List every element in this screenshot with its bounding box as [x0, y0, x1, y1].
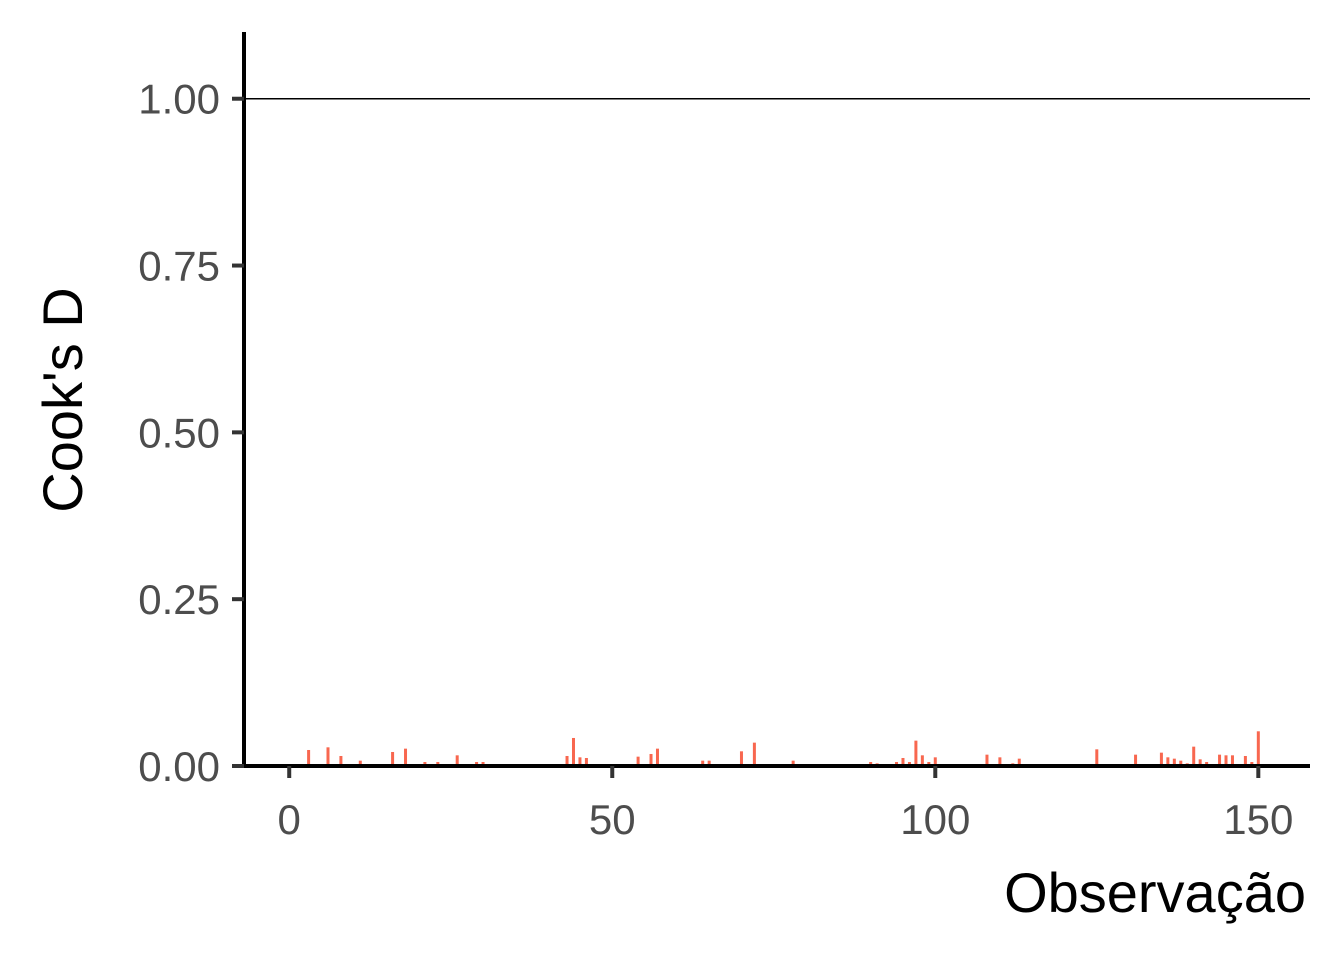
bar-obs-100 [933, 757, 937, 766]
bar-obs-136 [1166, 757, 1170, 766]
bars-layer [294, 731, 1260, 766]
y-tick-label: 0.75 [138, 243, 220, 290]
bar-obs-8 [339, 755, 343, 766]
y-tick-label: 0.50 [138, 409, 220, 456]
bar-obs-44 [571, 737, 575, 766]
bar-obs-16 [391, 751, 395, 766]
x-tick-label: 0 [278, 796, 301, 843]
bar-obs-57 [655, 748, 659, 766]
bar-obs-97 [914, 740, 918, 766]
bar-obs-18 [404, 748, 408, 766]
bar-obs-137 [1172, 758, 1176, 766]
bar-obs-113 [1017, 758, 1021, 766]
y-tick-label: 1.00 [138, 76, 220, 123]
y-axis-title: Cook's D [31, 287, 94, 512]
y-axis-ticks: 0.00 0.25 0.50 0.75 1.00 [138, 76, 244, 790]
bar-obs-64 [701, 760, 705, 766]
bar-obs-11 [358, 760, 362, 766]
bar-obs-108 [985, 754, 989, 766]
bar-obs-72 [752, 742, 756, 766]
bar-obs-144 [1218, 754, 1222, 766]
bar-obs-145 [1224, 755, 1228, 766]
bar-obs-56 [649, 753, 653, 766]
bar-obs-3 [307, 749, 311, 766]
bar-obs-6 [326, 747, 330, 766]
y-tick-label: 0.25 [138, 576, 220, 623]
bar-obs-125 [1095, 749, 1099, 766]
bar-obs-26 [455, 755, 459, 766]
bar-obs-54 [636, 756, 640, 766]
bar-obs-148 [1243, 755, 1247, 766]
bar-obs-78 [791, 760, 795, 766]
bar-obs-135 [1159, 752, 1163, 766]
x-tick-label: 150 [1223, 796, 1293, 843]
x-tick-label: 50 [589, 796, 636, 843]
bar-obs-70 [739, 751, 743, 766]
bar-obs-65 [707, 760, 711, 766]
bar-obs-150 [1256, 731, 1260, 766]
bar-obs-98 [920, 755, 924, 766]
bar-obs-141 [1198, 759, 1202, 766]
x-axis-ticks: 0 50 100 150 [278, 766, 1293, 843]
bar-obs-43 [565, 755, 569, 766]
bar-obs-45 [578, 757, 582, 766]
x-axis-title: Observação [1004, 861, 1306, 924]
x-tick-label: 100 [900, 796, 970, 843]
bar-obs-95 [901, 757, 905, 766]
bar-obs-146 [1230, 755, 1234, 766]
bar-obs-131 [1134, 754, 1138, 766]
bar-obs-140 [1192, 746, 1196, 766]
bar-obs-110 [998, 757, 1002, 766]
y-tick-label: 0.00 [138, 743, 220, 790]
bar-obs-46 [584, 757, 588, 766]
bar-obs-138 [1179, 760, 1183, 766]
